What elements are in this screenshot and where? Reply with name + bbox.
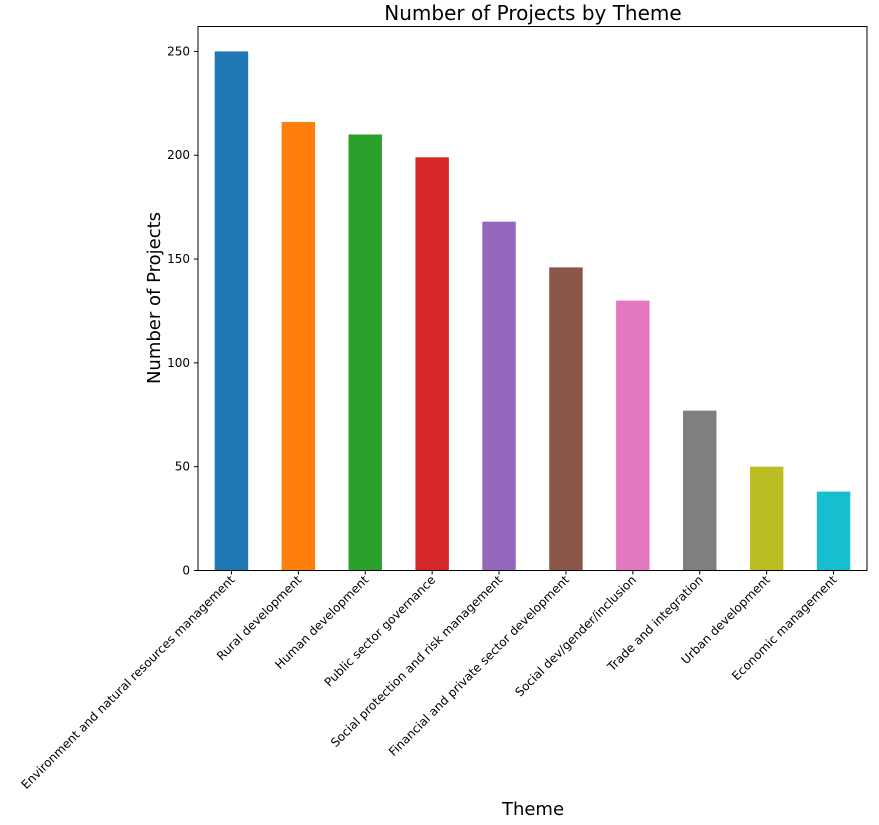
x-tick-label: Social dev/gender/inclusion [512, 573, 639, 700]
bar-10 [816, 491, 851, 571]
bar-6 [549, 267, 583, 571]
y-tick-label: 200 [167, 148, 190, 162]
x-tick-label: Environment and natural resources manage… [18, 573, 237, 792]
y-tick-label: 50 [175, 460, 190, 474]
x-axis-label: Theme [501, 799, 564, 820]
y-axis-label: Number of Projects [144, 212, 165, 384]
chart-title: Number of Projects by Theme [384, 1, 681, 25]
plot-frame [197, 26, 868, 571]
y-tick-label: 100 [167, 356, 190, 370]
x-tick-label: Public sector governance [322, 573, 439, 690]
bar-5 [482, 221, 516, 571]
bar-2 [281, 122, 316, 571]
bar-9 [749, 466, 784, 571]
y-tick-label: 150 [167, 252, 190, 266]
bar-1 [214, 51, 249, 571]
y-axis: 0 50 100 150 200 250 [167, 44, 198, 578]
y-tick-label: 250 [167, 44, 190, 58]
bar-7 [616, 300, 650, 571]
bar-8 [683, 410, 717, 571]
x-axis: Environment and natural resources manage… [18, 570, 840, 792]
bar-3 [348, 134, 382, 571]
bar-4 [415, 157, 449, 571]
bars-group [214, 51, 851, 571]
y-tick-label: 0 [182, 564, 190, 578]
